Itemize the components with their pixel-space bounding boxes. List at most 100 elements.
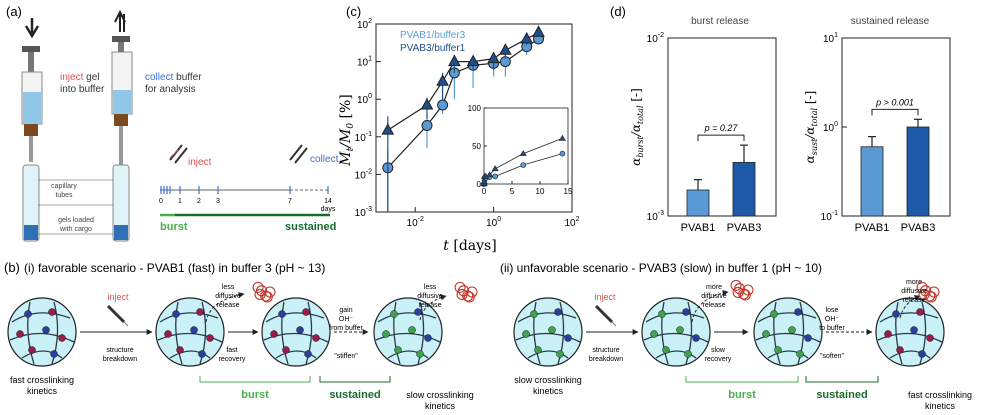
- syringe-small-icon: [169, 144, 188, 164]
- inset-point-circle: [520, 162, 527, 168]
- inset-point-triangle: [519, 150, 527, 156]
- burst-frame: [667, 37, 777, 217]
- bar-charts: 10-3 10-2 PVAB1 PVAB3 p = 0.27 10-1 100 101 PVAB…: [647, 32, 936, 234]
- crosslink-node: [206, 334, 214, 342]
- svg-text:"stiffen": "stiffen": [334, 353, 358, 360]
- svg-text:structure: structure: [106, 347, 133, 354]
- tick-label: 100: [823, 121, 838, 134]
- data-point-triangle: [420, 97, 434, 110]
- crosslink-node: [302, 308, 310, 316]
- burst-chart-title: burst release: [691, 16, 749, 27]
- svg-text:kinetics: kinetics: [425, 401, 456, 411]
- syringe-icon: [21, 18, 43, 162]
- data-point-triangle: [436, 74, 449, 86]
- capillary-tube: [22, 164, 40, 242]
- crosslink-node: [190, 326, 198, 334]
- legend-pvab1: PVAB1/buffer3: [400, 30, 466, 41]
- panel-c-label: (c): [346, 4, 361, 19]
- release-arrow: [419, 294, 447, 321]
- crosslink-node: [804, 334, 812, 342]
- crosslink-node: [530, 310, 538, 318]
- crosslink-node: [662, 346, 670, 354]
- crosslink-node: [788, 326, 796, 334]
- inset-tick-label: 15: [564, 187, 573, 196]
- svg-text:gain: gain: [339, 307, 352, 314]
- crosslink-node: [408, 326, 416, 334]
- svg-text:collect: collect: [310, 154, 339, 165]
- bar-pvab3: [732, 162, 756, 217]
- svg-text:2: 2: [197, 198, 201, 205]
- tick-label: 100: [486, 216, 501, 229]
- crosslink-node: [522, 330, 530, 338]
- polymer-chains: [755, 301, 821, 365]
- category-label: PVAB1: [855, 222, 890, 234]
- polymer-chains: [643, 301, 709, 365]
- cargo-icon: [252, 281, 276, 303]
- crosslink-node: [390, 310, 398, 318]
- crosslink-node: [196, 308, 204, 316]
- svg-text:inject: inject: [188, 157, 212, 168]
- svg-text:recovery: recovery: [219, 356, 246, 363]
- release-arrow: [205, 291, 245, 323]
- polymer-chains: [157, 301, 223, 365]
- data-point-triangle: [532, 25, 545, 37]
- svg-text:capillary: capillary: [51, 183, 77, 190]
- svg-text:fast crosslinking: fast crosslinking: [908, 390, 972, 400]
- tick-label: 10-2: [407, 216, 424, 229]
- syringe-icon: [111, 9, 133, 166]
- inset-point-triangle: [486, 171, 494, 178]
- p-value-label: p > 0.001: [875, 97, 914, 107]
- tick-label: 10-3: [647, 210, 664, 223]
- crosslink-node: [884, 330, 892, 338]
- cargo-icon: [916, 281, 940, 303]
- svg-text:kinetics: kinetics: [925, 401, 956, 411]
- crosslink-node: [278, 310, 286, 318]
- svg-text:burst: burst: [728, 389, 756, 401]
- svg-text:less: less: [424, 284, 437, 291]
- svg-text:gels loaded: gels loaded: [58, 217, 94, 224]
- svg-text:days: days: [321, 206, 336, 213]
- category-label: PVAB1: [681, 222, 716, 234]
- crosslink-node: [554, 308, 562, 316]
- burst-y-label: αburst/αtotal [-]: [629, 88, 645, 166]
- syringe-icon: [106, 304, 129, 327]
- sustained-y-label: αsust/αtotal [-]: [803, 91, 819, 164]
- svg-text:slow crosslinking: slow crosslinking: [406, 390, 474, 400]
- svg-text:OH⁻: OH⁻: [339, 316, 354, 323]
- svg-text:collect buffer: collect buffer: [145, 72, 202, 83]
- inset-tick-label: 10: [536, 187, 545, 196]
- tick-label: 10-1: [821, 210, 838, 223]
- plot-frame: [375, 23, 573, 213]
- syringe-icon: [594, 304, 617, 327]
- tick-label: 101: [357, 56, 372, 69]
- crosslink-node: [896, 346, 904, 354]
- sustained-frame: [841, 37, 951, 217]
- svg-text:to buffer: to buffer: [819, 325, 845, 332]
- inset-tick-label: 0: [477, 180, 482, 189]
- data-point-triangle: [466, 54, 480, 67]
- svg-text:recovery: recovery: [705, 356, 732, 363]
- capillary-tube: [112, 164, 130, 242]
- release-arrow: [899, 295, 921, 319]
- crosslink-node: [58, 334, 66, 342]
- svg-text:diffusive: diffusive: [417, 293, 443, 300]
- x-axis-label: t [days]: [443, 238, 496, 254]
- svg-text:slow: slow: [711, 347, 726, 354]
- svg-text:inject gel: inject gel: [60, 72, 99, 83]
- data-point-triangle: [381, 123, 395, 135]
- svg-text:structure: structure: [592, 347, 619, 354]
- panel-a-label: (a): [6, 4, 22, 19]
- bar-pvab3: [906, 126, 930, 217]
- tick-label: 10-3: [355, 206, 372, 219]
- tick-label: 100: [357, 93, 372, 106]
- crosslink-node: [270, 330, 278, 338]
- sustained-chart-title: sustained release: [851, 16, 930, 27]
- tick-label: 102: [564, 216, 579, 229]
- plot-series: [381, 25, 545, 212]
- crosslink-node: [304, 350, 312, 358]
- svg-text:fast: fast: [226, 347, 237, 354]
- svg-text:diffusive: diffusive: [215, 293, 241, 300]
- panel-b: (b) (i) favorable scenario - PVAB1 (fast…: [4, 260, 972, 411]
- svg-text:lose: lose: [826, 307, 839, 314]
